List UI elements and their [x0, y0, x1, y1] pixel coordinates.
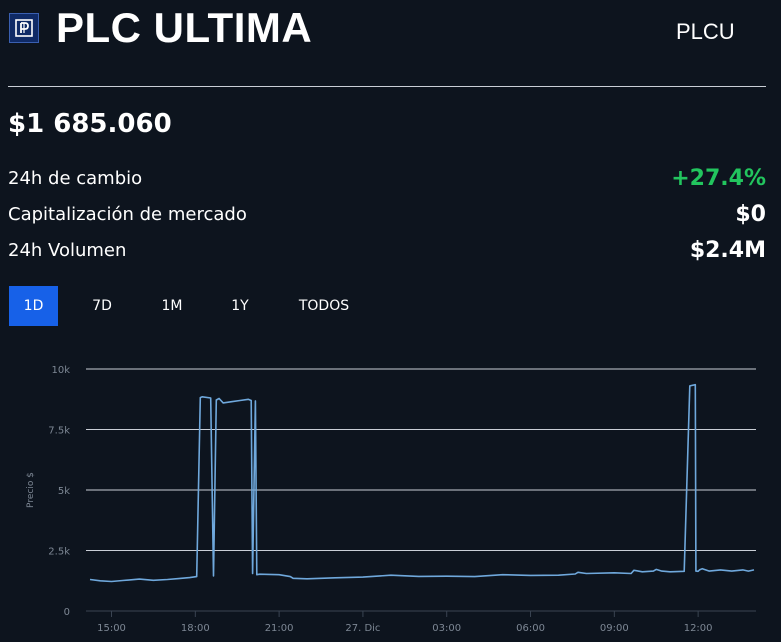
y-tick-label: 7.5k	[48, 426, 70, 437]
x-tick-label: 09:00	[600, 623, 629, 634]
stat-label: 24h de cambio	[8, 168, 143, 189]
coin-ticker: PLCU	[676, 19, 735, 44]
stat-label: 24h Volumen	[8, 240, 127, 261]
x-tick-label: 21:00	[265, 623, 294, 634]
x-tick-label: 06:00	[516, 623, 545, 634]
stat-value-24h-volume: $2.4M	[689, 238, 766, 263]
stat-value-market-cap: $0	[735, 202, 766, 227]
y-tick-label: 0	[64, 607, 70, 618]
x-tick-label: 15:00	[97, 623, 126, 634]
x-tick-label: 27. Dic	[345, 623, 380, 634]
header-divider	[8, 86, 766, 87]
stat-row-market-cap: Capitalización de mercado $0	[8, 200, 766, 230]
stat-row-24h-volume: 24h Volumen $2.4M	[8, 236, 766, 266]
price-series-line	[89, 383, 755, 583]
tab-1m[interactable]: 1M	[161, 298, 183, 314]
y-axis-label: Precio $	[26, 472, 36, 508]
x-tick-label: 18:00	[181, 623, 210, 634]
tab-7d[interactable]: 7D	[92, 298, 112, 314]
tab-1y[interactable]: 1Y	[231, 298, 249, 314]
stat-row-24h-change: 24h de cambio +27.4%	[8, 164, 766, 194]
y-tick-label: 10k	[51, 365, 70, 376]
stat-value-24h-change: +27.4%	[671, 166, 766, 191]
tab-1d[interactable]: 1D	[9, 286, 58, 326]
current-price: $1 685.060	[8, 109, 172, 139]
y-tick-label: 2.5k	[48, 547, 70, 558]
x-tick-label: 12:00	[684, 623, 713, 634]
stat-label: Capitalización de mercado	[8, 204, 247, 225]
price-chart: 0 2.5k 5k 7.5k 10k Precio $ 15:00 18:00 21:00 27.…	[26, 365, 756, 634]
x-tick-label: 03:00	[432, 623, 461, 634]
plc-ultima-logo-icon	[9, 13, 39, 43]
y-tick-label: 5k	[58, 486, 70, 497]
coin-name: PLC ULTIMA	[56, 4, 313, 51]
tab-todos[interactable]: TODOS	[298, 298, 350, 314]
